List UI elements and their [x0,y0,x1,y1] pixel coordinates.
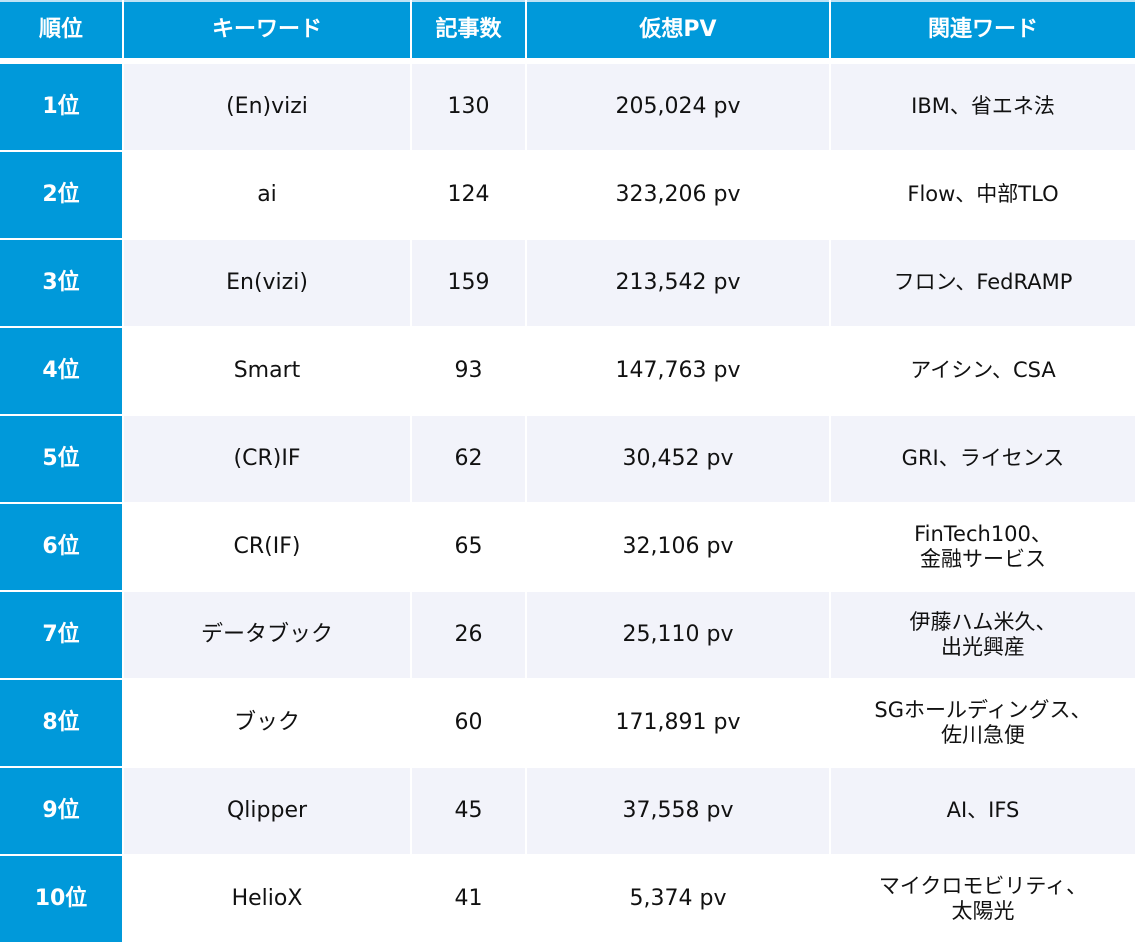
articles-cell: 159 [412,240,525,326]
pv-cell: 25,110 pv [527,592,829,678]
related-cell: IBM、省エネ法 [831,64,1135,150]
keyword-cell: ai [124,152,410,238]
table-row: 3位 En(vizi) 159 213,542 pv フロン、FedRAMP [0,240,1135,326]
articles-cell: 26 [412,592,525,678]
keyword-cell: データブック [124,592,410,678]
keyword-cell: (En)vizi [124,64,410,150]
pv-cell: 323,206 pv [527,152,829,238]
rank-cell: 3位 [0,240,122,326]
articles-cell: 60 [412,680,525,766]
keyword-cell: En(vizi) [124,240,410,326]
table-row: 9位 Qlipper 45 37,558 pv AI、IFS [0,768,1135,854]
keyword-cell: HelioX [124,856,410,942]
header-keyword: キーワード [124,0,410,58]
articles-cell: 65 [412,504,525,590]
articles-cell: 130 [412,64,525,150]
rank-cell: 4位 [0,328,122,414]
pv-cell: 147,763 pv [527,328,829,414]
pv-cell: 37,558 pv [527,768,829,854]
table-row: 2位 ai 124 323,206 pv Flow、中部TLO [0,152,1135,238]
pv-cell: 213,542 pv [527,240,829,326]
pv-cell: 30,452 pv [527,416,829,502]
rank-cell: 8位 [0,680,122,766]
related-cell: SGホールディングス、 佐川急便 [831,680,1135,766]
related-cell: FinTech100、 金融サービス [831,504,1135,590]
keyword-cell: ブック [124,680,410,766]
table-row: 8位 ブック 60 171,891 pv SGホールディングス、 佐川急便 [0,680,1135,766]
related-cell: 伊藤ハム米久、 出光興産 [831,592,1135,678]
rank-cell: 1位 [0,64,122,150]
pv-cell: 32,106 pv [527,504,829,590]
related-cell: マイクロモビリティ、 太陽光 [831,856,1135,942]
header-related: 関連ワード [831,0,1135,58]
articles-cell: 124 [412,152,525,238]
header-articles: 記事数 [412,0,525,58]
header-pv: 仮想PV [527,0,829,58]
related-cell: AI、IFS [831,768,1135,854]
articles-cell: 45 [412,768,525,854]
rank-cell: 9位 [0,768,122,854]
table-row: 10位 HelioX 41 5,374 pv マイクロモビリティ、 太陽光 [0,856,1135,942]
keyword-cell: Qlipper [124,768,410,854]
rank-cell: 2位 [0,152,122,238]
keyword-cell: CR(IF) [124,504,410,590]
rank-cell: 7位 [0,592,122,678]
keyword-cell: Smart [124,328,410,414]
table-header-row: 順位 キーワード 記事数 仮想PV 関連ワード [0,0,1135,58]
articles-cell: 93 [412,328,525,414]
related-cell: GRI、ライセンス [831,416,1135,502]
pv-cell: 5,374 pv [527,856,829,942]
table-row: 7位 データブック 26 25,110 pv 伊藤ハム米久、 出光興産 [0,592,1135,678]
pv-cell: 205,024 pv [527,64,829,150]
rank-cell: 10位 [0,856,122,942]
keyword-cell: (CR)IF [124,416,410,502]
rank-cell: 6位 [0,504,122,590]
pv-cell: 171,891 pv [527,680,829,766]
articles-cell: 62 [412,416,525,502]
header-rank: 順位 [0,0,122,58]
articles-cell: 41 [412,856,525,942]
table-row: 6位 CR(IF) 65 32,106 pv FinTech100、 金融サービ… [0,504,1135,590]
related-cell: フロン、FedRAMP [831,240,1135,326]
table-row: 5位 (CR)IF 62 30,452 pv GRI、ライセンス [0,416,1135,502]
rank-cell: 5位 [0,416,122,502]
table-row: 4位 Smart 93 147,763 pv アイシン、CSA [0,328,1135,414]
related-cell: Flow、中部TLO [831,152,1135,238]
related-cell: アイシン、CSA [831,328,1135,414]
table-row: 1位 (En)vizi 130 205,024 pv IBM、省エネ法 [0,64,1135,150]
